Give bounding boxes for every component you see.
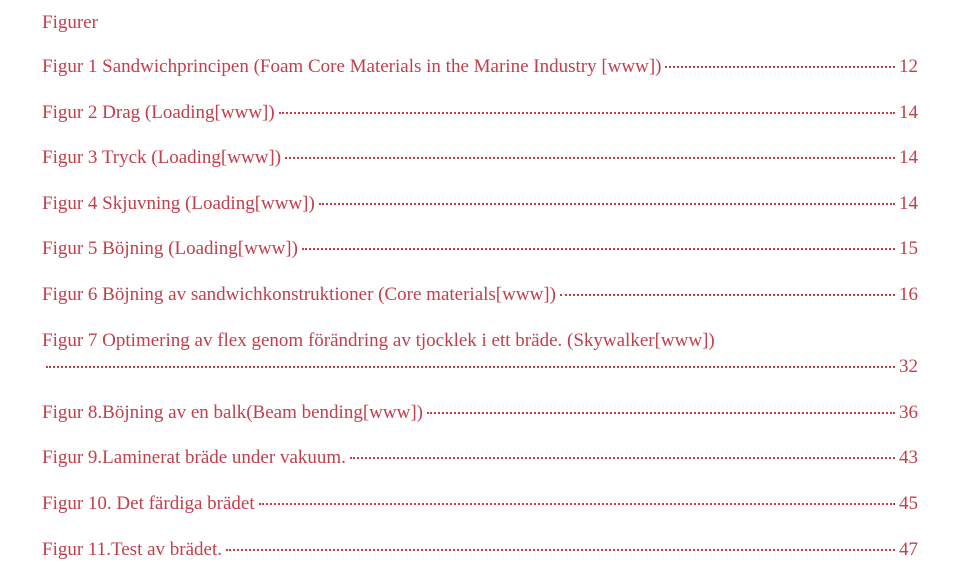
dot-leader (560, 294, 895, 296)
dot-leader (46, 366, 895, 368)
figure-entry-page: 32 (899, 354, 918, 381)
dot-leader (259, 503, 895, 505)
figure-entry: Figur 4 Skjuvning (Loading[www]) 14 (42, 191, 918, 218)
figure-entry-title-line1: Figur 7 Optimering av flex genom förändr… (42, 328, 918, 355)
figure-entry-title: Figur 11.Test av brädet. (42, 537, 222, 564)
figure-entry-page: 16 (899, 282, 918, 309)
figure-entry-title: Figur 2 Drag (Loading[www]) (42, 100, 275, 127)
dot-leader (226, 549, 895, 551)
figure-entry: Figur 3 Tryck (Loading[www]) 14 (42, 145, 918, 172)
figure-entry-page: 36 (899, 400, 918, 427)
figure-entry-page: 43 (899, 445, 918, 472)
figure-entry-title: Figur 5 Böjning (Loading[www]) (42, 236, 298, 263)
figure-entry-title: Figur 10. Det färdiga brädet (42, 491, 255, 518)
figures-heading: Figurer (42, 12, 918, 34)
dot-leader (279, 112, 895, 114)
figure-entry-title: Figur 9.Laminerat bräde under vakuum. (42, 445, 346, 472)
figure-entry: Figur 9.Laminerat bräde under vakuum. 43 (42, 445, 918, 472)
figure-entry: Figur 5 Böjning (Loading[www]) 15 (42, 236, 918, 263)
dot-leader (285, 157, 895, 159)
figure-entry-title: Figur 6 Böjning av sandwichkonstruktione… (42, 282, 556, 309)
dot-leader (665, 66, 895, 68)
figure-entry: Figur 10. Det färdiga brädet 45 (42, 491, 918, 518)
figure-entry-page: 12 (899, 54, 918, 81)
dot-leader (319, 203, 895, 205)
figure-entry-title: Figur 1 Sandwichprincipen (Foam Core Mat… (42, 54, 661, 81)
figure-entry-title: Figur 8.Böjning av en balk(Beam bending[… (42, 400, 423, 427)
figure-entry: Figur 6 Böjning av sandwichkonstruktione… (42, 282, 918, 309)
dot-leader (302, 248, 895, 250)
figure-entry: Figur 1 Sandwichprincipen (Foam Core Mat… (42, 54, 918, 81)
figure-entry-title: Figur 3 Tryck (Loading[www]) (42, 145, 281, 172)
dot-leader (427, 412, 895, 414)
figure-entry-page: 47 (899, 537, 918, 564)
figure-entry-page: 14 (899, 191, 918, 218)
figure-entry-page: 15 (899, 236, 918, 263)
figure-entry-title: Figur 4 Skjuvning (Loading[www]) (42, 191, 315, 218)
figure-entry: Figur 7 Optimering av flex genom förändr… (42, 328, 918, 381)
dot-leader (350, 457, 895, 459)
figure-entry: Figur 2 Drag (Loading[www]) 14 (42, 100, 918, 127)
figure-entry-page: 45 (899, 491, 918, 518)
figure-entry-page: 14 (899, 100, 918, 127)
figure-entry: Figur 11.Test av brädet. 47 (42, 537, 918, 564)
figure-entry-page: 14 (899, 145, 918, 172)
figure-entry: Figur 8.Böjning av en balk(Beam bending[… (42, 400, 918, 427)
list-of-figures-page: Figurer Figur 1 Sandwichprincipen (Foam … (0, 0, 960, 563)
